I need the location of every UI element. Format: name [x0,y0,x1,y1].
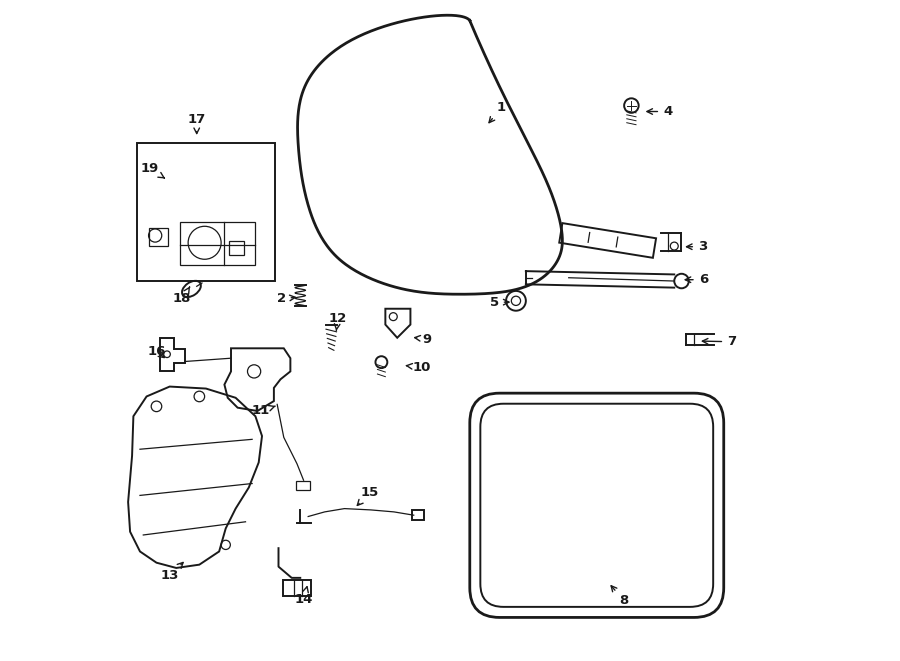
Text: 7: 7 [702,335,736,348]
Text: 6: 6 [685,273,708,286]
Bar [284,580,310,596]
Text: 8: 8 [611,586,629,607]
Text: 1: 1 [489,101,506,123]
Text: 19: 19 [140,163,165,178]
Text: 10: 10 [407,361,431,374]
Text: 11: 11 [252,405,275,418]
Bar [296,481,310,490]
Bar [229,241,244,254]
Text: 15: 15 [357,486,379,506]
Text: 3: 3 [687,240,707,253]
Bar [411,510,424,520]
Text: 17: 17 [187,113,206,134]
Bar [180,221,256,264]
Bar [148,227,168,246]
Text: 14: 14 [294,586,313,606]
Text: 2: 2 [276,292,295,305]
Text: 16: 16 [148,345,166,358]
Text: 9: 9 [415,332,431,346]
Bar [137,143,275,281]
Text: 12: 12 [328,312,347,330]
Text: 13: 13 [160,563,183,582]
Text: 5: 5 [490,295,509,309]
Text: 4: 4 [647,105,672,118]
Text: 18: 18 [173,287,192,305]
